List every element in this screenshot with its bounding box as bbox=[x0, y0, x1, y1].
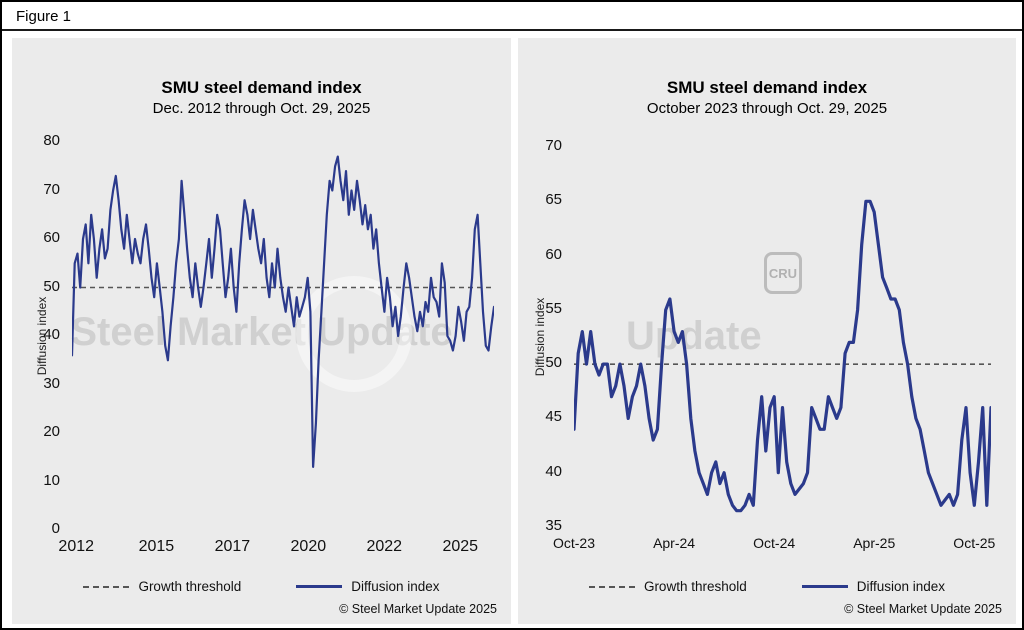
y-tick-label: 0 bbox=[51, 520, 60, 537]
y-tick-label: 30 bbox=[43, 374, 60, 392]
y-tick-label: 50 bbox=[545, 354, 562, 372]
legend-label: Diffusion index bbox=[856, 579, 946, 594]
x-tick-label: 2020 bbox=[290, 538, 327, 555]
y-tick-label: 40 bbox=[545, 462, 562, 480]
x-tick-label: 2015 bbox=[138, 538, 175, 555]
chart-panel-full-history: SMU steel demand index Dec. 2012 through… bbox=[12, 38, 511, 624]
y-tick-label: 35 bbox=[545, 517, 562, 534]
y-tick-label: 10 bbox=[43, 471, 60, 489]
solid-line-sample bbox=[801, 585, 848, 588]
plot-area bbox=[70, 142, 496, 530]
x-tick-label: Oct-24 bbox=[753, 535, 796, 551]
y-tick-label: 20 bbox=[43, 423, 60, 440]
x-tick-label: Apr-24 bbox=[653, 535, 696, 551]
copyright-notice: © Steel Market Update 2025 bbox=[844, 602, 1002, 616]
figure-label: Figure 1 bbox=[16, 8, 72, 25]
x-tick-label: 2012 bbox=[58, 538, 95, 555]
legend: Growth threshold Diffusion index bbox=[12, 579, 511, 594]
y-tick-label: 80 bbox=[43, 132, 60, 149]
dashed-line-sample bbox=[588, 585, 635, 588]
x-tick-label: Apr-25 bbox=[853, 535, 896, 551]
legend-item-diffusion-index: Diffusion index bbox=[801, 579, 946, 594]
y-tick-label: 70 bbox=[545, 137, 562, 154]
chart-title: SMU steel demand index bbox=[666, 78, 868, 97]
chart-subtitle: Dec. 2012 through Oct. 29, 2025 bbox=[152, 100, 371, 117]
chart-panel-recent: SMU steel demand index October 2023 thro… bbox=[518, 38, 1016, 624]
copyright-notice: © Steel Market Update 2025 bbox=[339, 602, 497, 616]
dashed-line-sample bbox=[83, 585, 130, 588]
legend: Growth threshold Diffusion index bbox=[518, 579, 1016, 594]
plot-area bbox=[572, 147, 993, 527]
legend-label: Growth threshold bbox=[138, 579, 242, 594]
solid-line-sample bbox=[296, 585, 343, 588]
y-tick-label: 65 bbox=[545, 191, 562, 209]
figure-title-rule bbox=[2, 29, 1022, 31]
y-tick-label: 60 bbox=[545, 245, 562, 263]
x-tick-label: Oct-23 bbox=[552, 535, 596, 551]
y-tick-label: 50 bbox=[43, 277, 60, 295]
legend-item-growth-threshold: Growth threshold bbox=[83, 579, 241, 594]
x-tick-label: Oct-25 bbox=[953, 535, 996, 551]
x-tick-label: 2017 bbox=[214, 538, 251, 555]
y-tick-label: 60 bbox=[43, 229, 60, 246]
y-tick-label: 45 bbox=[545, 408, 562, 426]
y-tick-label: 55 bbox=[545, 299, 562, 317]
y-axis-label: Diffusion index bbox=[533, 297, 547, 377]
x-tick-label: 2025 bbox=[442, 538, 479, 555]
legend-item-diffusion-index: Diffusion index bbox=[296, 579, 440, 594]
legend-label: Growth threshold bbox=[643, 579, 747, 594]
legend-label: Diffusion index bbox=[351, 579, 440, 594]
y-tick-label: 70 bbox=[43, 180, 60, 198]
chart-title: SMU steel demand index bbox=[161, 78, 362, 97]
x-tick-label: 2022 bbox=[366, 538, 403, 555]
y-tick-label: 40 bbox=[43, 326, 60, 343]
legend-item-growth-threshold: Growth threshold bbox=[588, 579, 747, 594]
chart-subtitle: October 2023 through Oct. 29, 2025 bbox=[646, 100, 888, 117]
